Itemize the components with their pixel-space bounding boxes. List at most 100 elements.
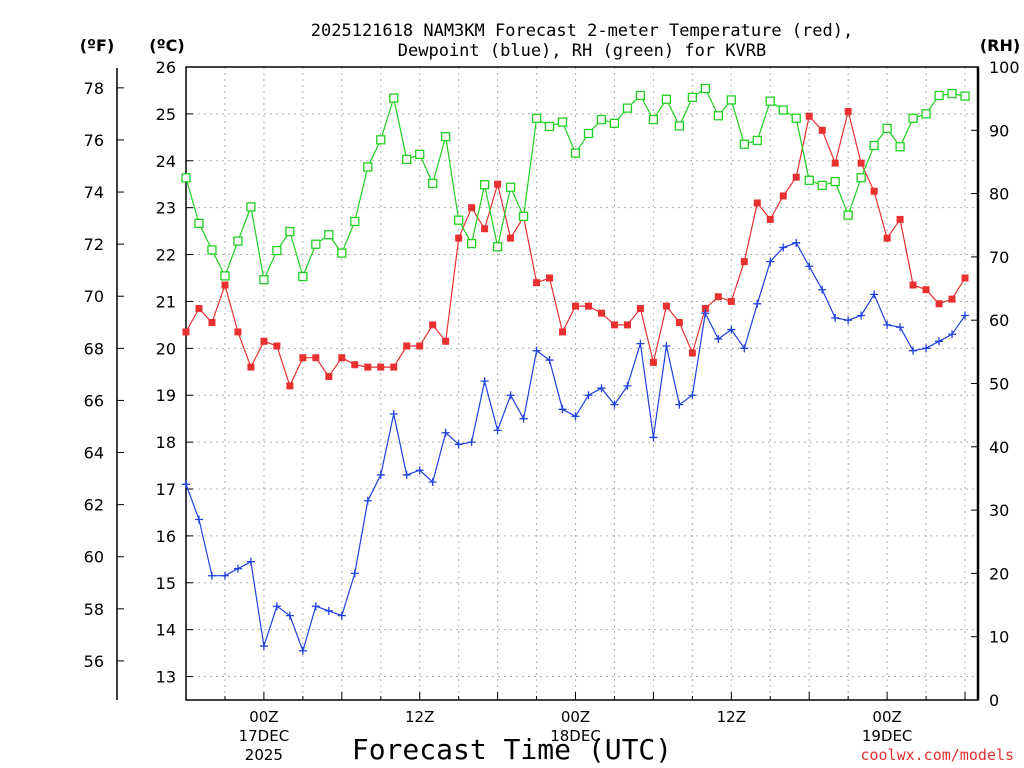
point-rh (272, 245, 282, 256)
point-rh (376, 135, 386, 145)
rh-unit-label: (RH) (980, 36, 1020, 55)
point-dewpoint (870, 290, 879, 299)
point-temperature (922, 286, 930, 294)
point-temperature (649, 358, 657, 366)
fahrenheit-tick-label: 78 (84, 79, 104, 98)
point-temperature (740, 258, 748, 266)
point-rh (505, 182, 516, 192)
point-dewpoint (818, 285, 827, 294)
point-temperature (779, 192, 787, 200)
point-temperature (662, 302, 670, 310)
celsius-tick-label: 22 (156, 246, 176, 265)
point-dewpoint (311, 602, 320, 611)
rh-tick-label: 30 (989, 501, 1009, 520)
point-rh (609, 118, 620, 128)
point-rh (518, 211, 529, 222)
point-temperature (286, 382, 294, 390)
point-rh (583, 128, 594, 139)
point-temperature (792, 173, 800, 181)
rh-tick-label: 50 (989, 375, 1009, 394)
point-rh (843, 210, 853, 220)
point-dewpoint (441, 428, 450, 437)
x-tick-label: 00Z (249, 708, 278, 726)
point-dewpoint (194, 515, 203, 524)
point-temperature (312, 354, 320, 362)
point-rh (531, 113, 542, 123)
point-dewpoint (792, 238, 801, 247)
point-temperature (636, 304, 644, 312)
point-temperature (701, 304, 709, 312)
point-rh (402, 154, 412, 165)
point-dewpoint (727, 325, 736, 334)
point-temperature (403, 342, 411, 350)
point-rh (233, 236, 243, 246)
point-rh (817, 180, 827, 191)
point-temperature (221, 281, 229, 289)
celsius-unit-label: (ºC) (149, 36, 184, 55)
point-dewpoint (662, 341, 671, 350)
x-tick-label: 00Z (561, 708, 590, 726)
point-rh (466, 238, 477, 249)
point-rh (739, 139, 749, 149)
point-rh (298, 271, 308, 282)
point-rh (479, 180, 490, 190)
point-dewpoint (272, 602, 281, 611)
celsius-tick-label: 20 (156, 339, 176, 358)
fahrenheit-tick-label: 76 (84, 131, 104, 150)
point-temperature (416, 342, 424, 350)
axes (116, 66, 980, 701)
point-rh (570, 148, 581, 158)
point-dewpoint (350, 569, 359, 578)
point-temperature (948, 295, 956, 303)
point-dewpoint (909, 346, 918, 355)
celsius-tick-label: 25 (156, 105, 176, 124)
point-rh (687, 92, 698, 103)
rh-tick-label: 80 (989, 185, 1009, 204)
fahrenheit-tick-label: 74 (84, 183, 104, 202)
celsius-tick-label: 17 (156, 480, 176, 499)
point-rh (350, 216, 360, 227)
point-dewpoint (922, 344, 931, 353)
x-tick-label: 19DEC (862, 727, 913, 745)
x-tick-label: 12Z (717, 708, 746, 726)
point-rh (220, 271, 230, 281)
celsius-tick-label: 21 (156, 292, 176, 311)
point-rh (389, 93, 399, 103)
point-temperature (299, 354, 307, 362)
point-rh (960, 91, 970, 101)
x-tick-label: 18DEC (550, 727, 601, 745)
point-dewpoint (948, 330, 957, 339)
point-dewpoint (753, 299, 762, 308)
credit-text: coolwx.com/models (860, 746, 1014, 764)
point-temperature (338, 354, 346, 362)
celsius-tick-label: 14 (156, 621, 176, 640)
point-temperature (896, 215, 904, 223)
point-dewpoint (844, 316, 853, 325)
point-dewpoint (233, 564, 242, 573)
point-rh (830, 176, 840, 187)
point-rh (622, 103, 633, 113)
rh-tick-label: 70 (989, 248, 1009, 267)
point-dewpoint (571, 412, 580, 421)
point-rh (337, 248, 347, 258)
point-temperature (260, 337, 268, 345)
point-rh (856, 173, 866, 183)
point-dewpoint (467, 438, 476, 447)
celsius-tick-label: 18 (156, 433, 176, 452)
point-temperature (805, 112, 813, 120)
point-dewpoint (805, 262, 814, 271)
point-dewpoint (961, 311, 970, 320)
point-rh (947, 88, 957, 99)
celsius-tick-label: 16 (156, 527, 176, 546)
point-rh (648, 114, 659, 125)
point-dewpoint (454, 440, 463, 449)
fahrenheit-tick-label: 66 (84, 391, 104, 410)
point-dewpoint (896, 323, 905, 332)
point-temperature (714, 293, 722, 301)
point-temperature (597, 309, 605, 317)
point-rh (713, 111, 723, 121)
point-temperature (481, 225, 489, 233)
point-rh (596, 114, 607, 125)
point-dewpoint (883, 320, 892, 329)
point-dewpoint (532, 346, 541, 355)
